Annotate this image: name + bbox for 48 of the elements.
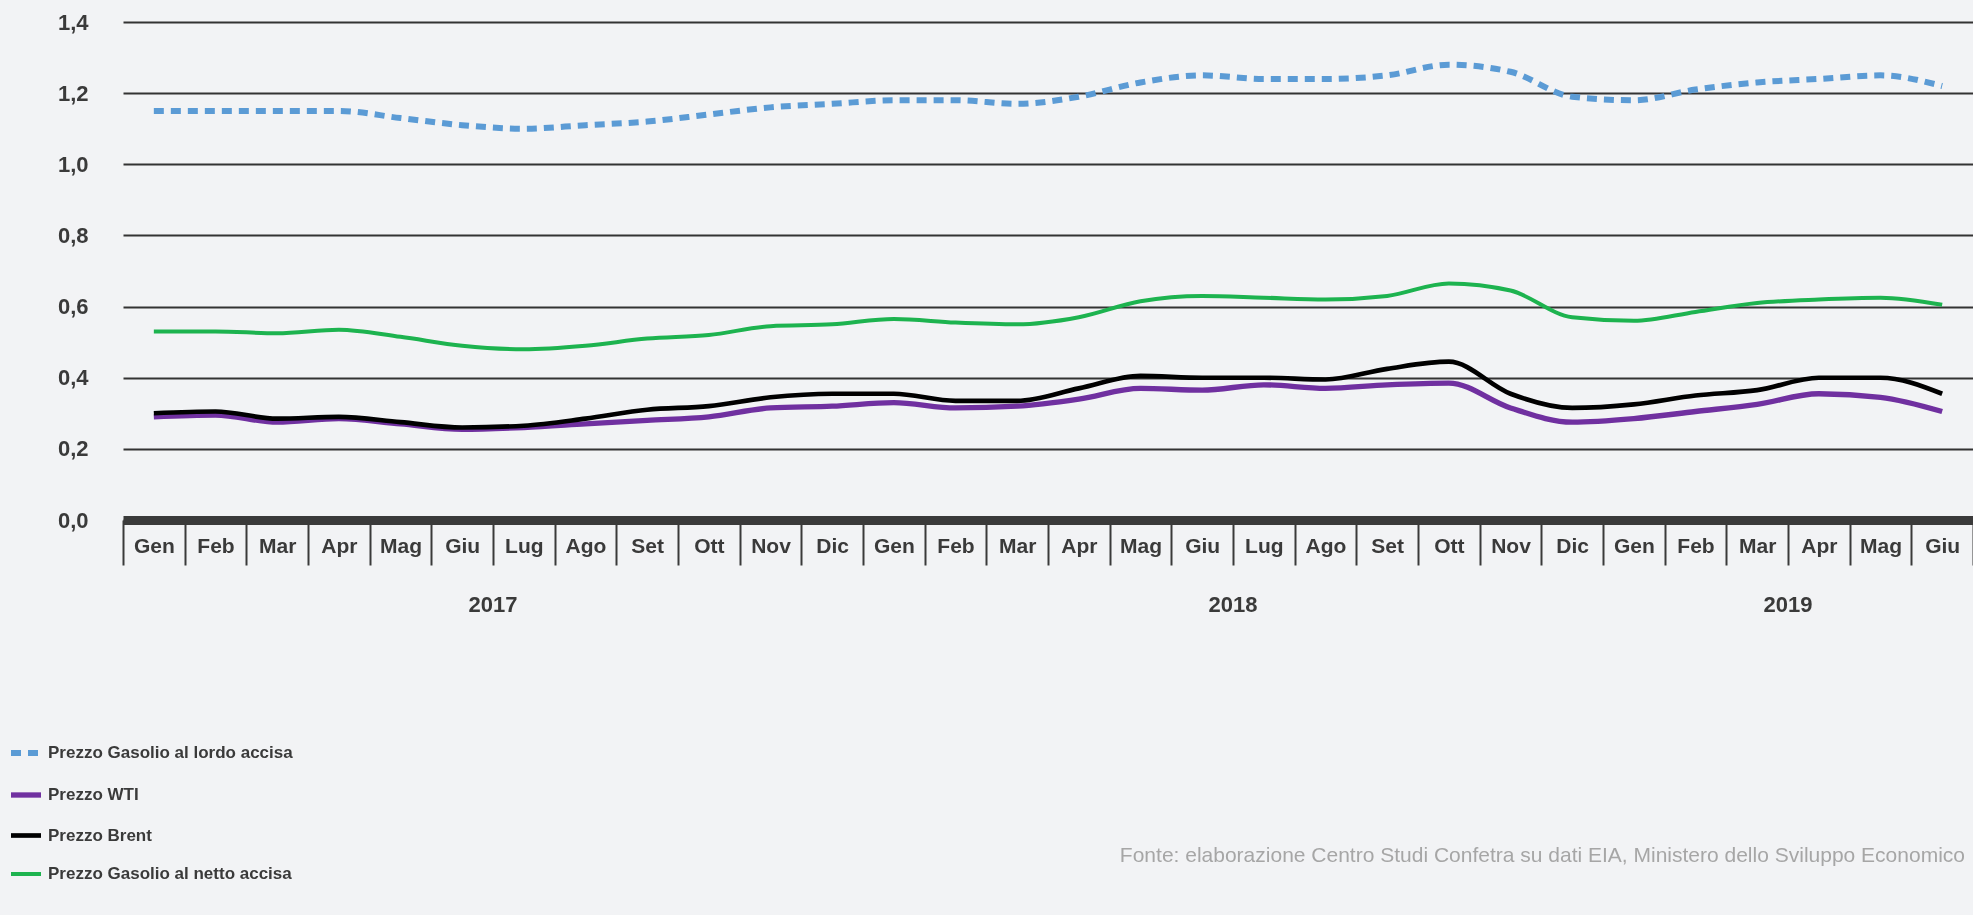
y-tick-label: 1,0 (57, 151, 89, 177)
y-tick-label: 0,8 (57, 222, 89, 248)
legend-label: Prezzo Gasolio al netto accisa (48, 864, 293, 883)
x-tick-label: Feb (1677, 533, 1715, 557)
x-tick-label: Mar (998, 533, 1037, 557)
x-tick-label: Lug (505, 533, 544, 557)
x-tick-label: Apr (321, 533, 358, 557)
y-tick-label: 0,4 (57, 365, 90, 391)
x-tick-label: Giu (1925, 533, 1961, 557)
x-tick-label: Nov (751, 533, 792, 557)
x-tick-label: Gen (873, 533, 915, 557)
x-tick-label: Giu (445, 533, 481, 557)
x-tick-label: Lug (1245, 533, 1284, 557)
legend-label: Prezzo WTI (48, 785, 139, 804)
x-tick-label: Feb (197, 533, 235, 557)
legend-label: Prezzo Brent (48, 825, 153, 845)
x-tick-label: Gen (1613, 533, 1655, 557)
x-tick-label: Ago (565, 533, 607, 557)
x-tick-label: Ott (1434, 533, 1465, 557)
x-tick-label: Nov (1491, 533, 1532, 557)
x-tick-label: Apr (1061, 533, 1098, 557)
y-tick-label: 1,2 (57, 80, 89, 106)
x-tick-label: Set (1371, 533, 1405, 557)
source-note: Fonte: elaborazione Centro Studi Confetra su dati EIA, Ministero dello Sviluppo Economico (1119, 843, 1965, 866)
x-tick-label: Feb (937, 533, 975, 557)
legend-label: Prezzo Gasolio al lordo accisa (48, 743, 294, 762)
y-tick-label: 1,4 (57, 9, 90, 35)
text: 2019 (1763, 592, 1813, 617)
x-tick-label: Mag (1120, 533, 1162, 557)
x-tick-label: Giu (1185, 533, 1221, 557)
x-tick-label: Mar (1738, 533, 1777, 557)
x-tick-label: Dic (816, 533, 850, 557)
x-tick-label: Mag (380, 533, 422, 557)
x-tick-label: Apr (1801, 533, 1838, 557)
x-tick-label: Ago (1305, 533, 1347, 557)
x-tick-label: Dic (1556, 533, 1590, 557)
line-series (151, 281, 1945, 352)
x-tick-label: Ott (694, 533, 725, 557)
x-tick-label: Mar (258, 533, 297, 557)
text: 2018 (1208, 592, 1258, 617)
y-tick-label: 0,0 (57, 507, 89, 533)
text: 2017 (468, 592, 518, 617)
x-tick-label: Set (631, 533, 665, 557)
x-tick-label: Gen (133, 533, 175, 557)
y-tick-label: 0,6 (57, 294, 89, 320)
x-tick-label: Mag (1860, 533, 1902, 557)
y-tick-label: 0,2 (57, 436, 89, 462)
line-series (151, 359, 1945, 430)
